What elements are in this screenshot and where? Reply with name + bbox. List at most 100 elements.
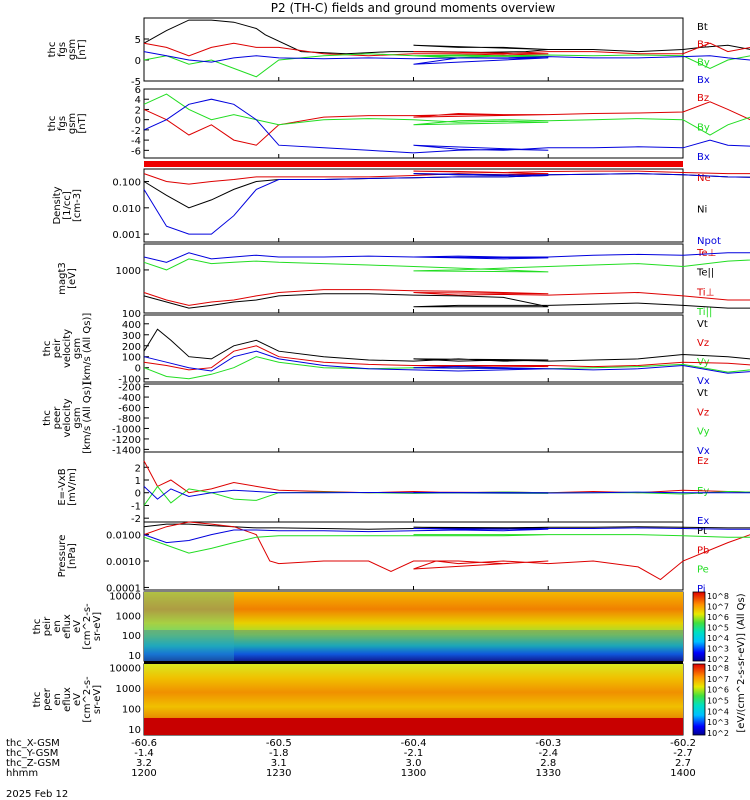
legend-entry: By	[697, 57, 710, 68]
x-tick-value: 1200	[131, 768, 156, 779]
y-axis-label: Pressure	[57, 535, 68, 578]
colorbar-tick-label: 10^6	[707, 686, 729, 695]
legend-entry: Vt	[697, 319, 708, 330]
y-tick-label: 100	[122, 631, 141, 642]
x-tick-value: 1400	[670, 768, 695, 779]
y-axis-label: gsm	[72, 407, 83, 428]
y-axis-label: [eV]	[67, 268, 78, 289]
y-tick-label: 2	[135, 105, 141, 116]
x-tick-value: 3.0	[406, 758, 422, 769]
y-axis-label: [nT]	[77, 39, 88, 59]
y-tick-label: 0	[135, 116, 141, 127]
panel-frame	[143, 451, 684, 523]
series-line-Pb	[143, 521, 750, 581]
y-tick-label: -200	[118, 383, 141, 394]
y-tick-label: 1	[135, 476, 141, 487]
y-tick-label: 6	[135, 85, 141, 96]
legend-entry: Bx	[697, 75, 710, 86]
y-axis-label: sr-eV]	[92, 685, 103, 714]
heatmap-divider	[144, 661, 683, 664]
panel-frame	[143, 314, 684, 383]
legend-entry: Vz	[697, 407, 709, 418]
y-axis-label: [cm-3]	[72, 189, 83, 222]
y-tick-label: 10000	[109, 664, 141, 675]
y-axis-label: thc	[47, 116, 58, 132]
legend-entry: Pe	[697, 565, 709, 576]
y-axis-label: peir	[42, 616, 53, 636]
series-line-Bt	[143, 19, 750, 55]
series-line-By	[143, 93, 750, 136]
y-axis-label: thc	[42, 410, 53, 426]
y-tick-label: 1000	[116, 611, 141, 622]
y-tick-label: 100	[122, 309, 141, 320]
colorbar-tick-label: 10^7	[707, 675, 729, 684]
x-tick-value: -2.7	[673, 748, 693, 759]
y-tick-label: 0.0010	[106, 557, 141, 568]
y-axis-label: peer	[42, 687, 53, 711]
x-tick-value: -1.4	[134, 748, 154, 759]
series-line-Ti⊥	[143, 252, 750, 263]
y-axis-label: eV	[72, 620, 83, 633]
legend-entry: Pt	[697, 526, 707, 537]
colorbar-tick-label: 10^7	[707, 603, 729, 612]
y-axis-label: thc	[47, 42, 58, 58]
series-line-Ni	[143, 173, 750, 209]
series-line-Bx	[143, 51, 750, 65]
legend-entry: By	[697, 123, 710, 134]
y-axis-label: [1/cc]	[62, 191, 73, 220]
series-line-Ti||	[143, 258, 750, 273]
x-tick-value: 1330	[536, 768, 561, 779]
y-tick-label: -1400	[112, 445, 141, 456]
sep-bar	[144, 161, 683, 167]
y-tick-label: 100	[122, 704, 141, 715]
legend-entry: Ti⊥	[696, 287, 714, 298]
y-tick-label: 5	[135, 35, 141, 46]
x-tick-value: -60.3	[535, 738, 561, 749]
series-line-Vx	[143, 350, 750, 374]
colorbar-tick-label: 10^5	[707, 624, 729, 633]
y-axis-label: [cm^2-s-	[82, 676, 93, 723]
panel-frame	[143, 243, 684, 314]
x-tick-value: -60.6	[131, 738, 157, 749]
series-line-Pt	[143, 523, 750, 530]
x-tick-value: -60.2	[670, 738, 696, 749]
y-axis-label: thc	[32, 619, 43, 635]
y-axis-label: [mV/m]	[67, 468, 78, 506]
y-tick-label: 10000	[109, 591, 141, 602]
y-tick-label: -5	[131, 77, 141, 88]
heatmap-peir	[144, 592, 683, 661]
y-tick-label: 10	[128, 651, 141, 662]
x-tick-value: -2.4	[538, 748, 558, 759]
colorbar-peer	[692, 663, 706, 736]
y-axis-label: sr-eV]	[92, 612, 103, 641]
legend-entry: Ez	[697, 456, 709, 467]
legend-entry: Bx	[697, 152, 710, 163]
y-axis-label: fgs	[57, 116, 68, 131]
x-tick-value: 3.1	[271, 758, 287, 769]
colorbar-tick-label: 10^8	[707, 592, 729, 601]
x-tick-value: 1230	[266, 768, 291, 779]
y-axis-label: peer	[52, 406, 63, 430]
legend-entry: Ni	[697, 205, 707, 216]
series-line-Te||	[143, 293, 750, 309]
colorbar-tick-label: 10^2	[707, 655, 729, 664]
y-tick-label: -800	[118, 414, 141, 425]
y-tick-label: 300	[122, 331, 141, 342]
y-axis-label: [nPa]	[67, 543, 78, 569]
legend-entry: Vz	[697, 338, 709, 349]
y-tick-label: -2	[131, 126, 141, 137]
x-tick-value: -2.1	[404, 748, 424, 759]
panel-pressure: 0.0100 0.0010 0.0001 Pressure [nPa] Pt Pb Pe Pi	[57, 521, 750, 595]
y-axis-label: Density	[52, 186, 63, 224]
y-tick-label: 0.100	[112, 178, 141, 189]
y-tick-label: 0	[135, 56, 141, 67]
legend-entry: Ey	[697, 486, 709, 497]
panel-density: 0.100 0.010 0.001 Density [1/cc] [cm-3] Ne Ni Np…	[52, 170, 750, 247]
y-tick-label: 0.0001	[106, 583, 141, 594]
y-axis-label: E=-VxB	[57, 468, 68, 505]
series-line-Pe	[143, 534, 750, 554]
y-tick-label: 0	[135, 364, 141, 375]
